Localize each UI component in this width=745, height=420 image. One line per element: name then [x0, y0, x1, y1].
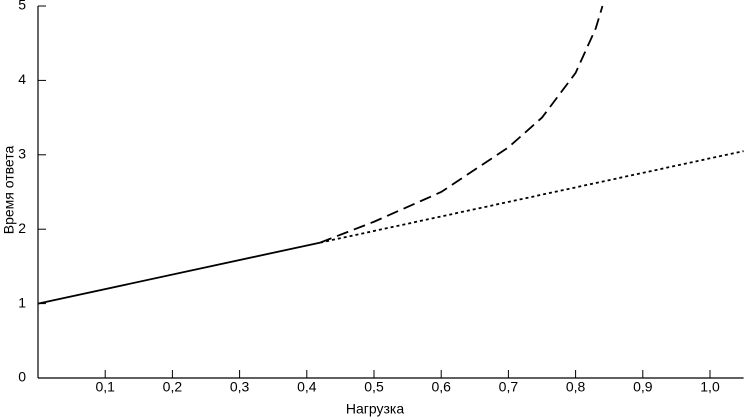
x-tick-label: 0,2 — [163, 379, 183, 395]
x-tick-label: 1,0 — [700, 379, 720, 395]
series-line — [37, 241, 321, 305]
x-tick-label: 0,6 — [431, 379, 451, 395]
y-tick-label: 5 — [18, 0, 26, 13]
y-tick-label: 4 — [18, 71, 26, 87]
x-tick-label: 0,7 — [499, 379, 519, 395]
x-tick-label: 0,1 — [95, 379, 115, 395]
x-tick-label: 0,9 — [633, 379, 653, 395]
y-tick-label: 2 — [18, 220, 26, 236]
series-line — [319, 5, 604, 244]
y-tick-label: 3 — [18, 146, 26, 162]
y-tick-label: 0 — [18, 369, 26, 385]
x-tick-label: 0,8 — [566, 379, 586, 395]
x-axis-label: Нагрузка — [346, 401, 404, 417]
x-tick-label: 0,4 — [297, 379, 317, 395]
y-axis-label: Время ответа — [1, 146, 17, 235]
x-tick-label: 0,3 — [230, 379, 250, 395]
x-tick-label: 0,5 — [364, 379, 384, 395]
series-line — [320, 150, 744, 244]
y-tick-label: 1 — [18, 294, 26, 310]
